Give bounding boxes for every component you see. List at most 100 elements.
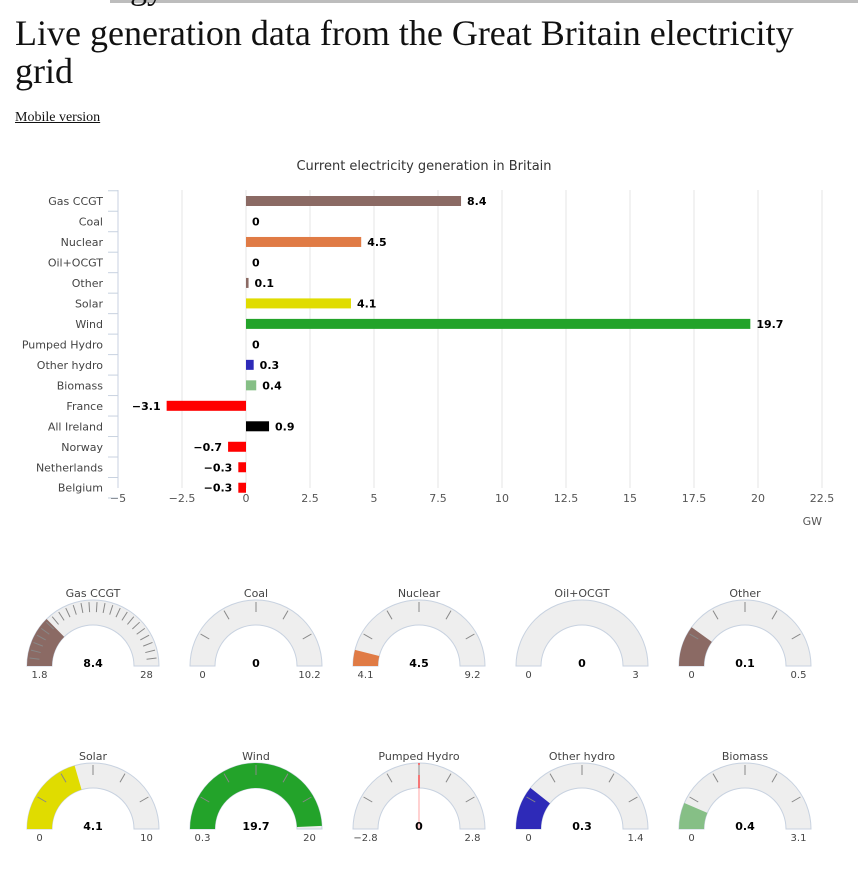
data-label: 0	[252, 338, 260, 351]
gauge-tick	[36, 634, 46, 641]
x-tick-label: 20	[751, 492, 765, 505]
gauge-tick	[200, 796, 210, 803]
gauge-tick	[143, 641, 153, 647]
gauge-tick	[40, 627, 50, 635]
gauge-tick	[223, 773, 230, 783]
gauge-title: Gas CCGT	[66, 587, 121, 600]
x-axis-label: GW	[803, 515, 823, 528]
x-tick-label: 15	[623, 492, 637, 505]
gauge-tick	[526, 796, 536, 803]
gauge-tick	[302, 633, 312, 640]
gauge-tick	[363, 796, 373, 803]
data-label: 4.5	[367, 236, 387, 249]
gauge-tick	[102, 603, 106, 614]
category-label: Belgium	[58, 482, 103, 495]
category-label: Pumped Hydro	[22, 338, 103, 351]
data-label: −3.1	[132, 400, 161, 413]
category-label: Solar	[75, 297, 104, 310]
gauge-pumped-hydro: Pumped Hydro 0 −2.8 2.8	[352, 750, 486, 844]
data-label: −0.3	[204, 482, 233, 495]
gauge-title: Solar	[79, 750, 108, 763]
x-tick-label: 0	[243, 492, 250, 505]
gauge-value: 19.7	[242, 820, 269, 833]
gauge-tick	[51, 616, 59, 625]
gauge-tick	[115, 607, 121, 618]
gauge-tick	[95, 602, 98, 613]
gauge-title: Other	[729, 587, 761, 600]
gauge-tick	[282, 610, 289, 620]
gauge-title: Pumped Hydro	[378, 750, 459, 763]
gauge-background	[515, 762, 649, 830]
gauge-tick	[80, 603, 84, 614]
data-label: 0.9	[275, 420, 295, 433]
gauge-tick	[771, 773, 778, 783]
x-tick-label: −2.5	[169, 492, 196, 505]
gauge-tick	[386, 773, 393, 783]
x-tick-label: 17.5	[682, 492, 707, 505]
gauge-tick	[139, 796, 149, 803]
gauge-tick	[33, 641, 43, 647]
data-label: 0.4	[262, 379, 282, 392]
gauge-tick	[628, 796, 638, 803]
gauge-min-label: 0	[525, 670, 531, 681]
data-label: 0.3	[260, 359, 280, 372]
category-label: Gas CCGT	[48, 195, 103, 208]
gauge-tick	[363, 633, 373, 640]
gauge-max-label: 3	[632, 670, 638, 681]
gauge-tick	[689, 796, 699, 803]
data-label: 4.1	[357, 297, 377, 310]
gauge-tick	[121, 611, 128, 621]
bar	[238, 462, 246, 473]
gauge-fill	[27, 619, 65, 666]
x-tick-label: 22.5	[810, 492, 835, 505]
gauge-max-label: 28	[140, 670, 153, 681]
gauge-value: 0.3	[572, 820, 592, 833]
gauge-max-label: 1.4	[628, 833, 644, 844]
gauge-tick	[302, 796, 312, 803]
cut-off-heading: gy	[130, 0, 164, 8]
gauge-gas-ccgt: Gas CCGT 8.4 1.8 28	[26, 587, 160, 681]
gauge-title: Wind	[242, 750, 270, 763]
x-tick-label: −5	[110, 492, 126, 505]
gauge-tick	[223, 610, 230, 620]
x-tick-label: 5	[371, 492, 378, 505]
gauge-tick	[200, 633, 210, 640]
gauge-tick	[37, 796, 47, 803]
gauge-tick	[60, 773, 67, 783]
x-tick-label: 10	[495, 492, 509, 505]
gauge-tick	[46, 621, 54, 630]
gauge-value: 8.4	[83, 657, 103, 670]
data-label: −0.3	[204, 461, 233, 474]
data-label: 8.4	[467, 195, 487, 208]
bar	[246, 421, 270, 432]
gauge-background	[515, 599, 649, 667]
category-label: All Ireland	[48, 420, 103, 433]
category-label: Biomass	[57, 379, 104, 392]
gauge-tick	[465, 633, 475, 640]
gauge-tick	[88, 602, 91, 613]
gauge-fill	[679, 627, 712, 666]
gauge-min-label: 1.8	[32, 670, 48, 681]
gauge-tick	[29, 657, 40, 660]
category-label: Oil+OCGT	[48, 256, 103, 269]
gauge-wind: Wind 19.7 0.3 20	[189, 750, 323, 844]
gauge-background	[189, 599, 323, 667]
gauge-tick	[146, 657, 157, 660]
gauge-max-label: 10.2	[298, 670, 320, 681]
category-label: France	[66, 400, 103, 413]
gauge-min-label: 0	[688, 833, 694, 844]
category-label: Norway	[61, 441, 103, 454]
category-label: Other	[72, 277, 104, 290]
gauge-title: Oil+OCGT	[554, 587, 609, 600]
mobile-version-link[interactable]: Mobile version	[15, 110, 101, 125]
x-tick-label: 2.5	[301, 492, 319, 505]
bar	[246, 236, 362, 247]
gauge-min-label: 0	[36, 833, 42, 844]
gauge-fill	[27, 765, 82, 829]
gauge-min-label: −2.8	[353, 833, 377, 844]
gauge-background	[678, 599, 812, 667]
gauge-coal: Coal 0 0 10.2	[189, 587, 323, 681]
top-rule	[110, 0, 858, 3]
x-tick-label: 7.5	[429, 492, 447, 505]
gauge-value: 0.1	[735, 657, 755, 670]
